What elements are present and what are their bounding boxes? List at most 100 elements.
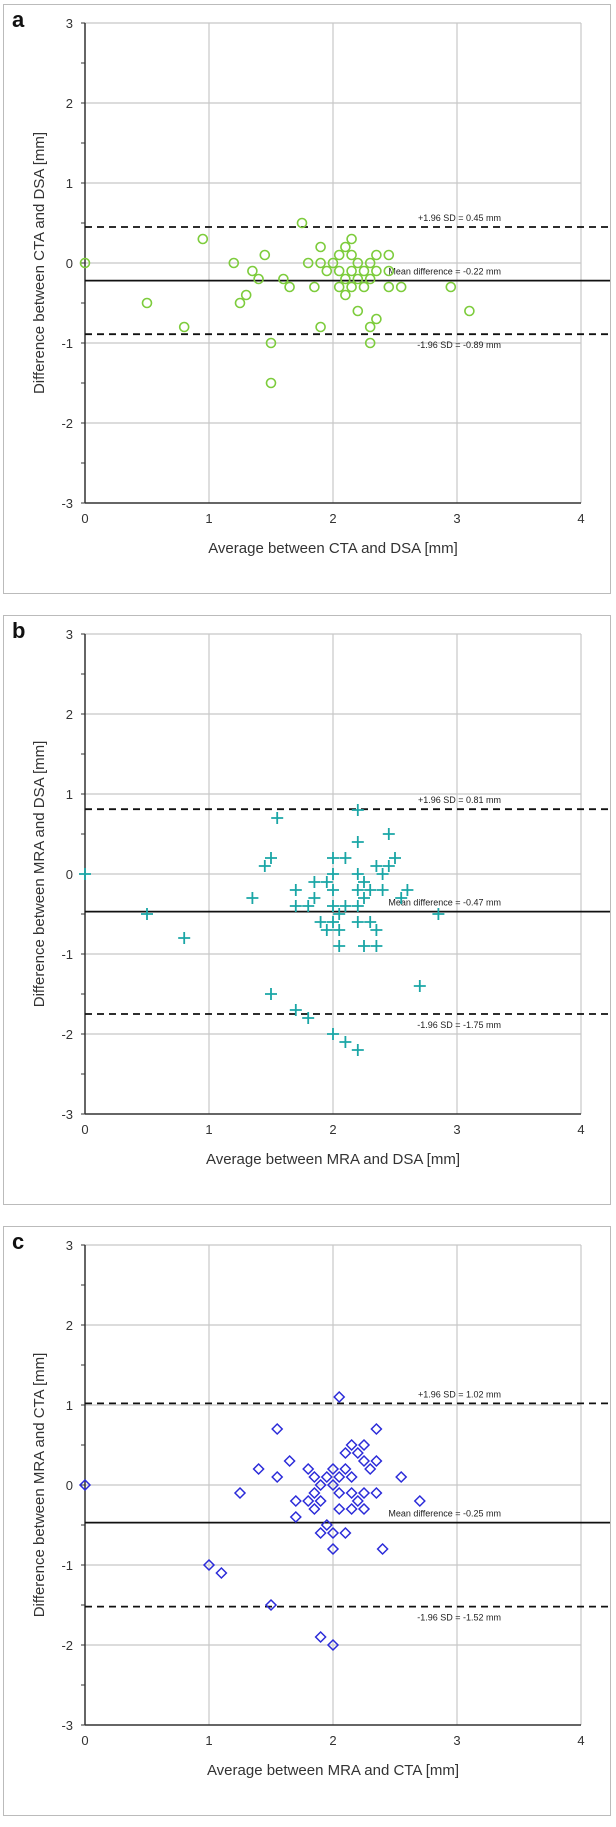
y-tick-label: 1	[66, 176, 73, 191]
data-point	[178, 932, 191, 944]
data-point	[315, 257, 326, 269]
panel-letter: b	[12, 618, 25, 643]
data-point	[327, 868, 339, 880]
data-point	[364, 321, 376, 333]
data-point	[340, 273, 351, 285]
data-point	[284, 281, 295, 293]
x-tick-label: 4	[577, 1122, 584, 1137]
panel-c: 3 2 1 0 -1 -2 -3 0 1 2 3 4 Average between MRA and C…	[3, 1226, 611, 1816]
data-point	[358, 265, 370, 277]
y-tick-label: -2	[61, 1027, 73, 1042]
data-point	[302, 1012, 315, 1024]
data-point	[326, 1526, 340, 1540]
data-point	[333, 1502, 346, 1516]
data-point	[302, 257, 314, 269]
data-point	[271, 1470, 284, 1484]
data-point	[253, 273, 264, 285]
data-point	[289, 1004, 302, 1016]
data-point	[327, 257, 339, 269]
reference-line-label: +1.96 SD = 1.02 mm	[418, 1389, 501, 1399]
x-tick-label: 1	[205, 1733, 212, 1748]
panel-letter: a	[12, 7, 25, 32]
panel-b: 3 2 1 0 -1 -2 -3 0 1 2 3 4 Average between MRA and D…	[3, 615, 611, 1205]
data-point	[340, 289, 351, 301]
data-point	[333, 1486, 346, 1500]
data-point	[364, 257, 376, 269]
data-point	[315, 241, 326, 253]
data-point	[271, 812, 284, 824]
data-point	[141, 297, 153, 309]
data-point	[308, 1486, 321, 1500]
data-point	[327, 852, 339, 864]
x-tick-label: 3	[453, 1122, 460, 1137]
data-point	[240, 289, 252, 301]
y-axis-title: Difference between MRA and DSA [mm]	[31, 741, 48, 1008]
data-point	[327, 916, 339, 928]
data-point	[339, 1462, 352, 1476]
data-point	[376, 868, 389, 880]
data-point	[358, 940, 370, 952]
x-tick-label: 1	[205, 1122, 212, 1137]
data-point	[327, 1028, 339, 1040]
panel-a: 3 2 1 0 -1 -2 -3 0 1 2 3 4 Average between CTA and D…	[3, 4, 611, 594]
data-point	[370, 1486, 383, 1500]
data-point	[382, 828, 395, 840]
data-point	[326, 1462, 340, 1476]
data-point	[351, 1446, 364, 1460]
y-tick-label: 1	[66, 787, 73, 802]
data-point	[383, 281, 395, 293]
x-tick-label: 1	[205, 511, 212, 526]
data-point	[358, 876, 370, 888]
data-point	[351, 1494, 364, 1508]
data-point	[333, 1470, 346, 1484]
data-point	[314, 1478, 327, 1492]
data-point	[413, 980, 426, 992]
data-point	[357, 1454, 371, 1468]
data-point	[345, 1438, 358, 1452]
data-point	[389, 852, 401, 864]
data-point	[346, 249, 357, 261]
x-axis-title: Average between MRA and DSA [mm]	[206, 1151, 460, 1168]
data-point	[264, 1598, 278, 1612]
y-tick-label: -2	[61, 1638, 73, 1653]
x-tick-label: 2	[329, 1733, 336, 1748]
data-point	[370, 924, 383, 936]
data-point	[339, 1036, 352, 1048]
y-tick-label: -3	[61, 1718, 73, 1733]
x-tick-label: 4	[577, 1733, 584, 1748]
data-point	[79, 868, 91, 880]
x-tick-label: 3	[453, 1733, 460, 1748]
data-point	[351, 900, 364, 912]
x-tick-label: 2	[329, 511, 336, 526]
data-point	[339, 1446, 352, 1460]
y-tick-label: 0	[66, 256, 73, 271]
data-point	[382, 860, 395, 872]
x-tick-label: 4	[577, 511, 584, 526]
data-point	[326, 1638, 340, 1652]
x-tick-label: 3	[453, 511, 460, 526]
y-tick-label: 2	[66, 1318, 73, 1333]
data-point	[376, 1542, 389, 1556]
chart-b: 3 2 1 0 -1 -2 -3 0 1 2 3 4 Average between MRA and D…	[12, 618, 610, 1168]
data-point	[364, 1462, 377, 1476]
data-point	[320, 924, 333, 936]
data-point	[178, 321, 190, 333]
y-tick-label: 3	[66, 16, 73, 31]
data-point	[345, 1470, 358, 1484]
data-point	[351, 804, 364, 816]
data-point	[333, 908, 346, 920]
data-point	[370, 1454, 383, 1468]
data-point	[345, 1486, 358, 1500]
x-axis-title: Average between CTA and DSA [mm]	[208, 540, 458, 557]
data-point	[445, 281, 457, 293]
x-tick-label: 0	[81, 511, 88, 526]
data-point	[383, 249, 395, 261]
data-point	[351, 1044, 364, 1056]
data-point	[352, 273, 364, 285]
data-point	[339, 1526, 352, 1540]
chart-a: 3 2 1 0 -1 -2 -3 0 1 2 3 4 Average between CTA and D…	[12, 7, 610, 557]
data-point	[357, 1502, 371, 1516]
y-tick-label: 2	[66, 96, 73, 111]
y-tick-label: 2	[66, 707, 73, 722]
data-point	[314, 1630, 327, 1644]
